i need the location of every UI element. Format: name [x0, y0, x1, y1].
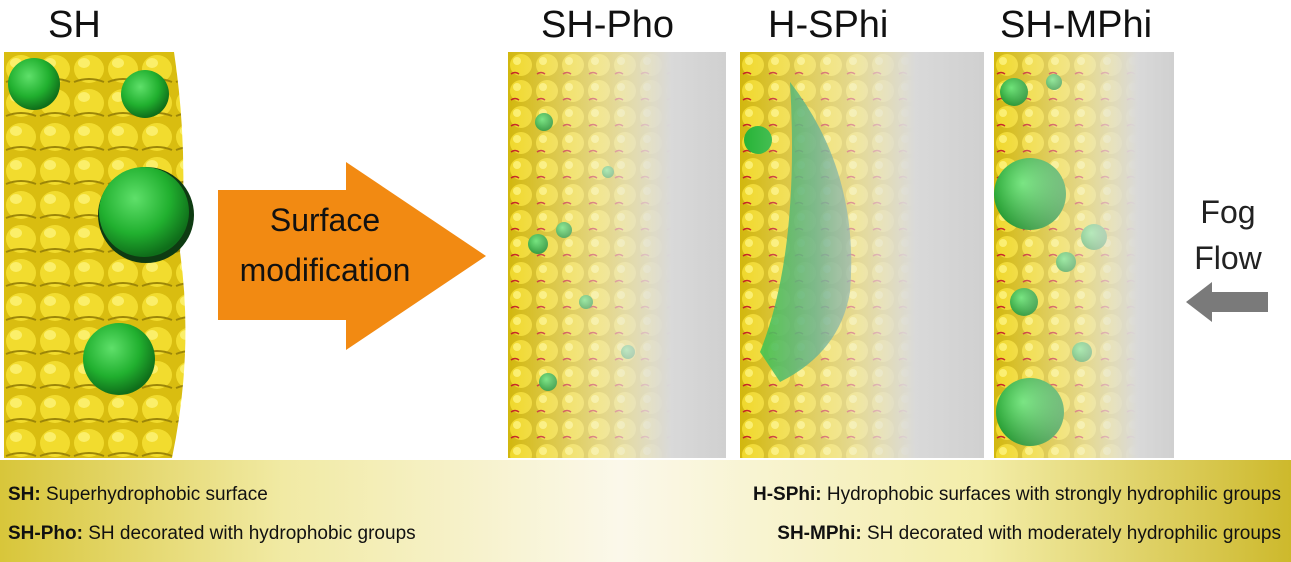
surface-modification-arrow: Surface modification: [218, 162, 488, 350]
legend-desc: SH decorated with moderately hydrophilic…: [861, 523, 1281, 544]
fog-label-line1: Fog: [1200, 194, 1256, 230]
legend-item-h-sphi: H-SPhi: Hydrophobic surfaces with strong…: [753, 484, 1281, 506]
arrow-label-line2: modification: [239, 252, 411, 288]
fog-label-line2: Flow: [1194, 240, 1262, 276]
legend-term: SH-Pho:: [8, 523, 83, 544]
panel-h-sphi: [740, 52, 984, 458]
legend-term: SH-MPhi:: [777, 523, 862, 544]
panel-sh-pho: [508, 52, 726, 458]
sh-pho-surface-image: [508, 52, 726, 458]
sh-surface-image: [4, 52, 194, 458]
droplet: [99, 167, 189, 257]
sh-mphi-surface-image: [994, 52, 1174, 458]
legend-desc: Hydrophobic surfaces with strongly hydro…: [821, 484, 1281, 505]
legend-desc: Superhydrophobic surface: [40, 484, 268, 505]
panel-title-sh: SH: [48, 4, 101, 46]
droplet: [121, 70, 169, 118]
legend-desc: SH decorated with hydrophobic groups: [82, 523, 416, 544]
legend-term: H-SPhi:: [753, 484, 822, 505]
legend-term: SH:: [8, 484, 41, 505]
arrow-label-line1: Surface: [269, 202, 381, 238]
droplet: [83, 323, 155, 395]
panel-title-sh-pho: SH-Pho: [541, 4, 675, 46]
legend-item-sh-mphi: SH-MPhi: SH decorated with moderately hy…: [777, 523, 1281, 545]
h-sphi-surface-image: [740, 52, 984, 458]
panel-title-sh-mphi: SH-MPhi: [1000, 4, 1153, 46]
legend-item-sh-pho: SH-Pho: SH decorated with hydrophobic gr…: [8, 523, 416, 545]
fog-flow-arrow-icon: [1186, 282, 1268, 322]
panel-title-h-sphi: H-SPhi: [768, 4, 889, 46]
panel-sh-mphi: [994, 52, 1174, 458]
legend-item-sh: SH: Superhydrophobic surface: [8, 484, 268, 506]
panel-sh: [4, 52, 200, 458]
legend-bar: SH: Superhydrophobic surface SH-Pho: SH …: [0, 460, 1291, 562]
droplet: [8, 58, 60, 110]
